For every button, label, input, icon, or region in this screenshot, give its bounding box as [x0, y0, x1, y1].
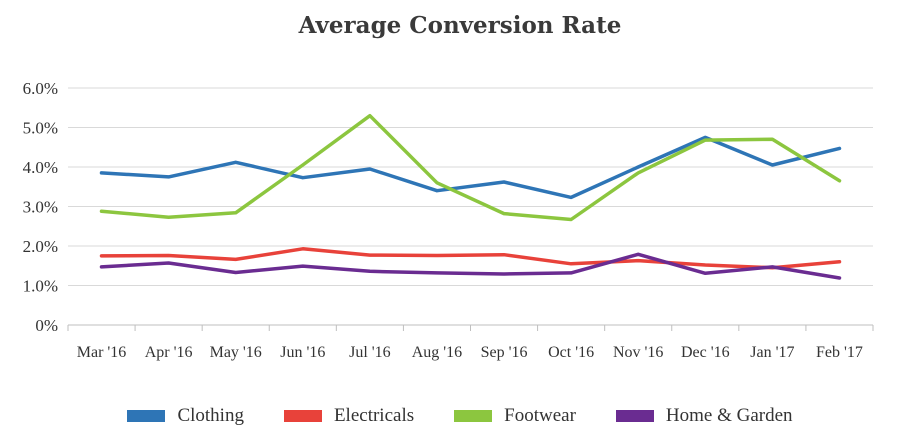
- series-line-home-garden: [99, 252, 842, 280]
- series-line-footwear: [99, 113, 842, 222]
- legend-item: Clothing: [127, 405, 244, 427]
- x-tick-label: Oct '16: [548, 344, 594, 361]
- plot-area: 0% 1.0% 2.0% 3.0% 4.0% 5.0% 6.0% Mar '16 Apr '16…: [23, 79, 874, 361]
- legend-swatch: [283, 410, 322, 422]
- legend-item: Electricals: [283, 405, 415, 427]
- legend-swatch: [127, 410, 166, 422]
- legend-label: Electricals: [333, 405, 415, 426]
- series-line-clothing: [99, 135, 842, 200]
- chart-title: Average Conversion Rate: [298, 12, 622, 39]
- x-tick-label: Aug '16: [412, 344, 462, 361]
- x-tick-label: Feb '17: [816, 344, 863, 361]
- y-tick-label: 6.0%: [23, 79, 58, 98]
- x-tick-label: Dec '16: [681, 344, 730, 361]
- legend-label: Footwear: [504, 405, 576, 426]
- x-tick-label: Nov '16: [613, 344, 663, 361]
- y-tick-label: 1.0%: [23, 277, 58, 296]
- series-line-electricals: [99, 247, 842, 270]
- x-tick-label: Sep '16: [481, 344, 528, 361]
- x-tick-label: Mar '16: [77, 344, 127, 361]
- x-tick-label: May '16: [210, 344, 262, 361]
- legend-swatch: [615, 410, 654, 422]
- y-tick-label: 2.0%: [23, 237, 58, 256]
- legend-label: Clothing: [177, 405, 244, 426]
- legend-item: Home & Garden: [615, 405, 793, 427]
- legend-swatch: [454, 410, 493, 422]
- y-tick-label: 0%: [35, 316, 58, 335]
- legend: Clothing Electricals Footwear Home & Garden: [0, 405, 920, 427]
- x-tick-label: Apr '16: [145, 344, 193, 361]
- x-tick-label: Jul '16: [349, 344, 391, 361]
- legend-item: Footwear: [454, 405, 576, 427]
- y-tick-label: 5.0%: [23, 119, 58, 138]
- x-tick-label: Jan '17: [750, 344, 794, 361]
- y-tick-label: 3.0%: [23, 198, 58, 217]
- legend-label: Home & Garden: [665, 405, 793, 426]
- x-tick-label: Jun '16: [280, 344, 325, 361]
- y-tick-label: 4.0%: [23, 158, 58, 177]
